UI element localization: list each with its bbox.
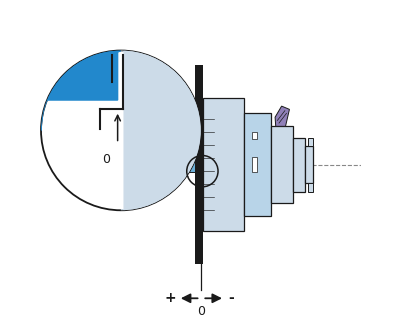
Bar bbox=[252, 132, 258, 139]
Bar bbox=[271, 126, 293, 203]
Bar bbox=[244, 113, 271, 216]
Text: 0: 0 bbox=[198, 305, 205, 319]
Text: +: + bbox=[165, 291, 177, 305]
Bar bbox=[308, 138, 312, 146]
Bar bbox=[182, 157, 196, 172]
Bar bbox=[166, 155, 184, 174]
Polygon shape bbox=[41, 51, 121, 130]
Bar bbox=[195, 65, 203, 264]
Bar bbox=[203, 98, 244, 231]
Bar bbox=[252, 157, 258, 172]
Circle shape bbox=[41, 51, 201, 210]
Polygon shape bbox=[275, 106, 290, 126]
Polygon shape bbox=[121, 51, 201, 210]
Text: -: - bbox=[228, 291, 233, 305]
Bar bbox=[305, 146, 312, 183]
Text: 0: 0 bbox=[102, 153, 110, 166]
Bar bbox=[308, 183, 312, 192]
Bar bbox=[293, 138, 305, 192]
